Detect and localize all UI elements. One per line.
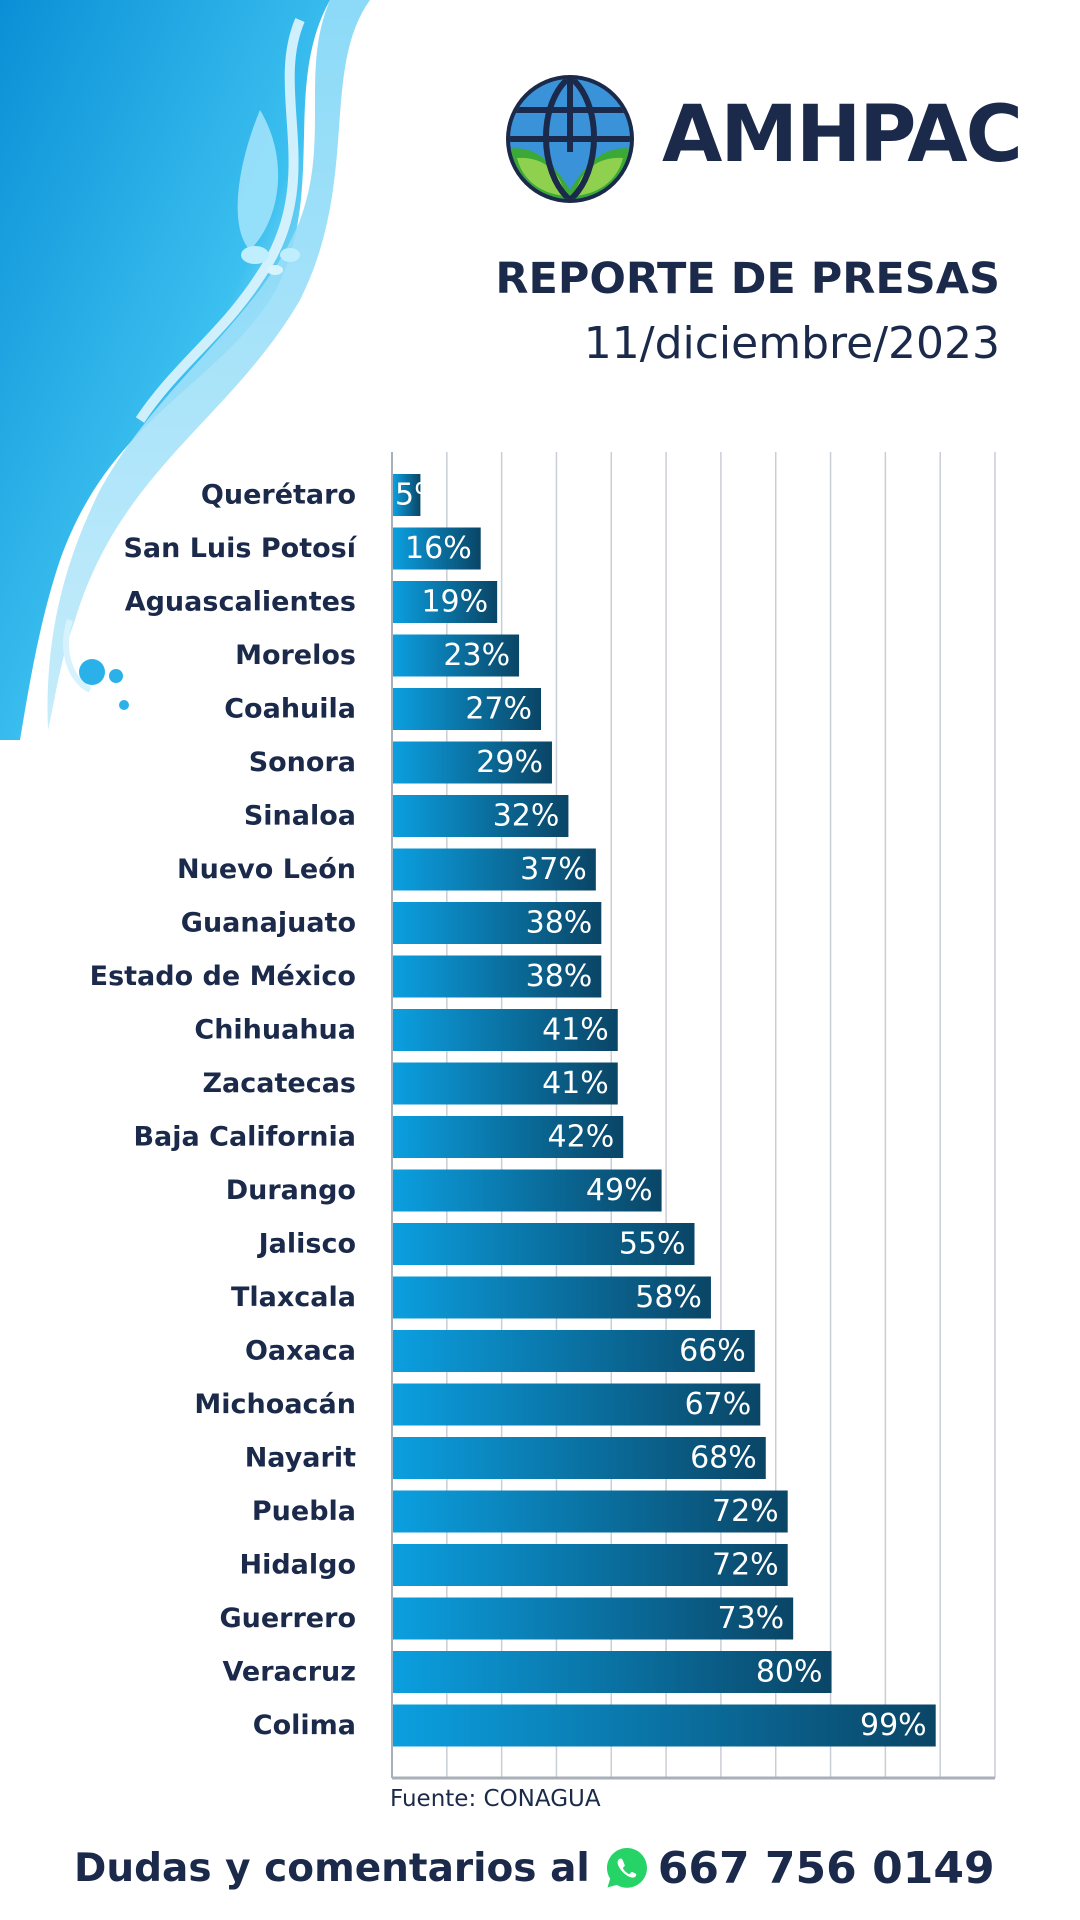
value-label: 41% [542, 1066, 609, 1101]
bar [393, 1169, 662, 1212]
value-label: 41% [542, 1013, 609, 1048]
value-label: 55% [619, 1227, 686, 1262]
bar [393, 955, 602, 998]
brand-name: AMHPAC [662, 90, 1023, 180]
category-label: Veracruz [222, 1657, 356, 1688]
category-label: Michoacán [194, 1389, 356, 1420]
value-label: 67% [685, 1387, 752, 1422]
category-label: Durango [226, 1175, 356, 1206]
bar [393, 1009, 618, 1051]
bar [393, 1597, 794, 1640]
category-label: Guanajuato [181, 908, 356, 939]
contact-text: Dudas y comentarios al [74, 1845, 590, 1891]
category-label: Guerrero [219, 1603, 356, 1634]
value-label: 32% [493, 799, 560, 834]
bar [393, 1437, 766, 1479]
category-label: Aguascalientes [125, 587, 356, 618]
source-note: Fuente: CONAGUA [390, 1786, 601, 1812]
value-label: 49% [586, 1173, 653, 1208]
bar [393, 634, 520, 677]
category-label: Morelos [235, 640, 356, 671]
category-label: San Luis Potosí [123, 533, 357, 564]
category-label: Chihuahua [194, 1015, 356, 1046]
value-label: 19% [421, 585, 488, 620]
bar [393, 1490, 788, 1533]
category-label: Zacatecas [202, 1068, 356, 1099]
phone-number: 667 756 0149 [657, 1842, 995, 1894]
bars: Querétaro 5% San Luis Potosí 16% Aguascalien… [90, 474, 936, 1747]
report-date: 11/diciembre/2023 [583, 318, 1000, 369]
bar [393, 1116, 624, 1158]
bar [393, 581, 498, 623]
category-label: Querétaro [201, 480, 356, 511]
bar [393, 1651, 832, 1693]
bar [393, 1330, 755, 1372]
value-label: 37% [520, 852, 587, 887]
category-label: Hidalgo [239, 1550, 356, 1581]
bar [393, 1544, 788, 1586]
category-label: Estado de México [90, 961, 356, 992]
value-label: 99% [860, 1708, 927, 1743]
bar [393, 795, 569, 837]
category-label: Nayarit [245, 1443, 356, 1474]
value-label: 29% [476, 745, 543, 780]
bar [393, 1276, 711, 1319]
contact-line: Dudas y comentarios al 667 756 0149 [74, 1842, 995, 1894]
value-label: 68% [690, 1441, 757, 1476]
category-label: Puebla [252, 1496, 356, 1527]
bar [393, 1383, 761, 1426]
bar [393, 741, 552, 784]
dam-levels-bar-chart: Querétaro 5% San Luis Potosí 16% Aguascalien… [90, 452, 996, 1780]
value-label: 72% [712, 1548, 779, 1583]
bar [393, 902, 602, 944]
category-label: Nuevo León [177, 854, 356, 885]
report-title: REPORTE DE PRESAS [495, 254, 1000, 304]
value-label: 72% [712, 1494, 779, 1529]
category-label: Oaxaca [245, 1336, 356, 1367]
globe-logo-icon [506, 75, 634, 203]
value-label: 66% [679, 1334, 746, 1369]
category-label: Tlaxcala [231, 1282, 356, 1313]
category-label: Coahuila [224, 694, 356, 725]
value-label: 38% [526, 959, 593, 994]
category-label: Baja California [133, 1122, 356, 1153]
category-label: Jalisco [257, 1229, 356, 1260]
bar [393, 527, 481, 570]
water-splash-decoration [0, 0, 370, 740]
value-label: 16% [405, 531, 472, 566]
value-label: 23% [443, 638, 510, 673]
category-label: Sonora [249, 747, 356, 778]
category-label: Sinaloa [244, 801, 356, 832]
bar [393, 848, 596, 891]
value-label: 27% [465, 692, 532, 727]
value-label: 73% [717, 1601, 784, 1636]
bar [393, 1223, 695, 1265]
category-label: Colima [253, 1710, 356, 1741]
value-label: 80% [756, 1655, 823, 1690]
bar [393, 1062, 618, 1105]
bar [393, 688, 542, 730]
value-label: 38% [526, 906, 593, 941]
bar [393, 1704, 936, 1747]
value-label: 42% [548, 1120, 615, 1155]
whatsapp-icon [606, 1848, 647, 1888]
value-label: 58% [635, 1280, 702, 1315]
bar [393, 474, 421, 516]
value-label: 5% [395, 478, 443, 513]
